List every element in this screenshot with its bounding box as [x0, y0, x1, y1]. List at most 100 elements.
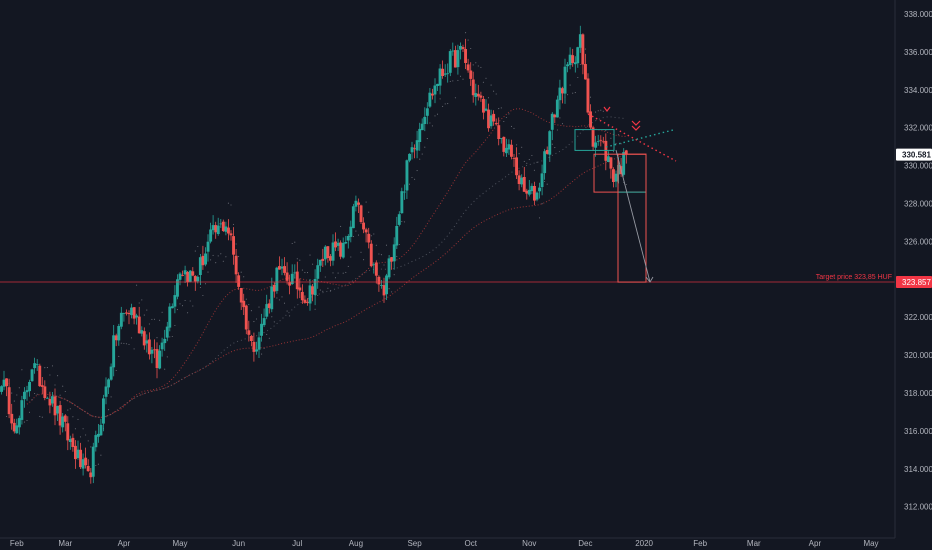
sar-dot — [202, 294, 204, 297]
projection-arrow-head — [645, 276, 654, 283]
sar-dot — [373, 233, 375, 235]
candle-body — [288, 282, 292, 286]
candle — [331, 234, 335, 266]
sar-dot — [380, 254, 382, 256]
candle-body — [89, 472, 93, 478]
moving-averages — [6, 32, 627, 478]
candle-body — [109, 366, 113, 380]
sar-dot — [255, 318, 258, 320]
price-axis[interactable]: 312.000 314.000 316.000 318.000 320.000 322.0… — [894, 0, 932, 538]
candle-body — [38, 365, 42, 387]
candle-body — [339, 242, 343, 257]
candle — [461, 44, 465, 52]
candle — [290, 264, 294, 285]
candle — [66, 416, 70, 451]
candle-body — [538, 187, 541, 192]
candle-body — [91, 446, 95, 477]
sar-dot — [125, 343, 127, 345]
candle — [344, 235, 348, 245]
candle — [395, 216, 399, 249]
candle — [601, 136, 605, 144]
sar-dot — [26, 419, 28, 422]
candle — [423, 107, 427, 132]
candle-body — [553, 114, 557, 118]
candle-body — [114, 335, 118, 341]
candle — [336, 238, 340, 251]
sar-dot — [431, 125, 433, 127]
candle — [249, 334, 253, 347]
sar-dot — [243, 276, 245, 278]
sar-dot — [334, 277, 337, 279]
candle-body — [351, 206, 355, 229]
candle-body — [543, 151, 547, 174]
candle-body — [227, 227, 230, 234]
candle — [147, 332, 151, 360]
candle — [410, 141, 414, 160]
candle-body — [504, 147, 508, 154]
candle — [295, 261, 299, 299]
sar-dot — [171, 335, 173, 338]
candle — [33, 357, 37, 374]
candle — [193, 275, 197, 291]
candle — [102, 394, 105, 432]
month-tick-label: Mar — [747, 539, 761, 548]
candle — [285, 262, 289, 285]
candle-body — [104, 386, 108, 397]
candle — [219, 219, 223, 228]
candle — [43, 380, 47, 401]
sar-dot — [572, 92, 574, 94]
candle-body — [507, 144, 511, 150]
candle-body — [502, 136, 506, 152]
candle-body — [168, 306, 172, 328]
sar-dot — [253, 321, 255, 323]
candle-body — [137, 316, 141, 334]
sar-dot — [398, 243, 400, 246]
candle — [201, 245, 205, 270]
month-tick-label: Sep — [407, 539, 422, 548]
candle-body — [415, 140, 419, 151]
candle-body — [380, 285, 383, 286]
sar-dot — [391, 291, 393, 293]
candle — [489, 109, 493, 129]
candle — [56, 405, 59, 421]
month-tick-label: May — [172, 539, 187, 548]
candle — [357, 198, 360, 213]
candle — [125, 309, 128, 316]
candle-body — [606, 156, 610, 162]
candle — [7, 378, 11, 419]
sar-dot — [383, 264, 385, 266]
sar-dot — [44, 367, 46, 369]
candle-body — [107, 379, 110, 388]
candle — [420, 118, 424, 131]
sar-dot — [375, 244, 377, 246]
sar-dot — [148, 323, 150, 325]
candle-body — [425, 108, 429, 116]
sar-dot — [197, 245, 199, 248]
time-axis[interactable]: Feb Mar Apr May Jun Jul Aug Sep Oct Nov Dec 2020 Feb… — [0, 537, 895, 548]
candle-body — [364, 229, 368, 233]
sar-dot — [64, 390, 66, 393]
sar-dot — [199, 286, 201, 289]
candle — [558, 79, 562, 110]
sar-dot — [470, 47, 472, 50]
candle — [413, 144, 416, 159]
candle — [374, 260, 378, 284]
candle-body — [66, 423, 70, 441]
candle-body — [459, 46, 462, 50]
candle-body — [193, 276, 197, 282]
candle — [354, 195, 358, 212]
candle-body — [204, 253, 207, 265]
candle-body — [140, 330, 144, 334]
sar-dot — [480, 66, 482, 68]
candle-body — [122, 313, 126, 314]
candle-body — [23, 391, 26, 400]
candle — [471, 71, 475, 103]
sar-dot — [510, 125, 513, 127]
candle-body — [326, 246, 330, 258]
candle-body — [400, 191, 404, 214]
price-tick-label: 312.000 — [904, 503, 932, 512]
candle-body — [563, 66, 567, 94]
month-tick-label: Jun — [232, 539, 245, 548]
